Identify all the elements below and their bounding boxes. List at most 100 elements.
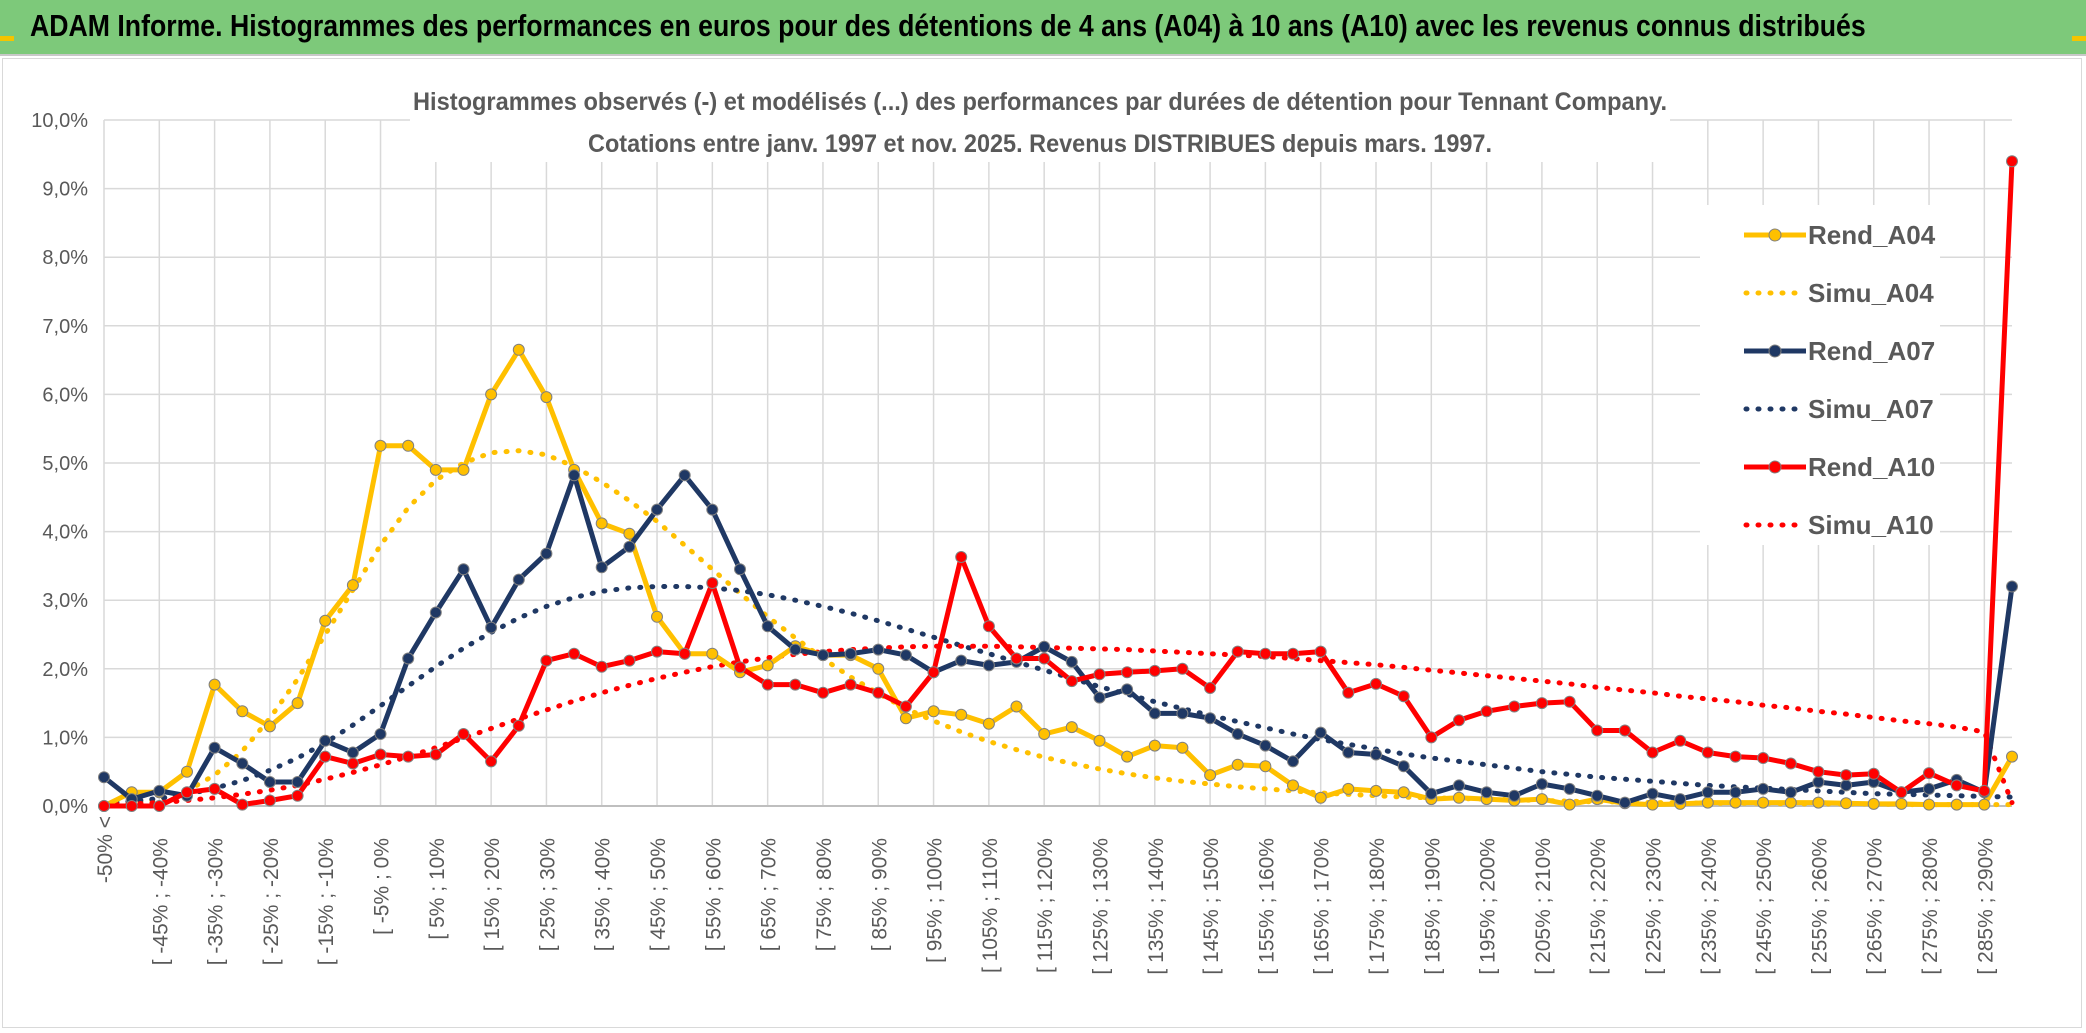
data-point-rend-a07 bbox=[595, 561, 608, 574]
data-point-rend-a10 bbox=[485, 755, 498, 768]
data-point-rend-a10 bbox=[1757, 752, 1770, 764]
data-point-rend-a10 bbox=[1729, 750, 1742, 763]
data-point-rend-a07 bbox=[1204, 712, 1217, 725]
data-point-rend-a04 bbox=[1259, 760, 1272, 773]
data-point-rend-a10 bbox=[678, 647, 691, 660]
data-point-rend-a07 bbox=[568, 469, 581, 482]
legend-item-simu-a04: Simu_A04 bbox=[1743, 278, 1934, 308]
data-point-rend-a10 bbox=[402, 750, 415, 763]
data-point-rend-a07 bbox=[236, 757, 249, 770]
x-tick-label: [ 35% ; 40% bbox=[592, 838, 615, 951]
x-tick-label: [ 55% ; 60% bbox=[702, 838, 725, 951]
data-point-rend-a10 bbox=[1342, 686, 1355, 699]
data-point-rend-a07 bbox=[1314, 726, 1327, 739]
data-point-rend-a04 bbox=[1342, 782, 1355, 795]
data-point-rend-a07 bbox=[761, 620, 774, 633]
data-point-rend-a07 bbox=[982, 659, 995, 672]
data-point-rend-a04 bbox=[1784, 796, 1797, 809]
data-point-rend-a07 bbox=[512, 573, 525, 586]
data-point-rend-a04 bbox=[1729, 796, 1742, 809]
legend-item-rend-a07: Rend_A07 bbox=[1744, 336, 1935, 366]
data-point-rend-a04 bbox=[457, 463, 470, 476]
x-tick-label: [ 165% ; 170% bbox=[1311, 838, 1334, 975]
data-point-rend-a04 bbox=[1895, 797, 1908, 810]
data-point-rend-a07 bbox=[208, 741, 221, 754]
data-point-rend-a04 bbox=[872, 662, 885, 675]
data-point-rend-a07 bbox=[623, 540, 636, 553]
data-point-rend-a07 bbox=[1840, 779, 1853, 792]
x-tick-label: [ 115% ; 120% bbox=[1034, 838, 1057, 973]
x-tick-label: [ 15% ; 20% bbox=[481, 838, 504, 951]
data-point-rend-a07 bbox=[1923, 782, 1935, 795]
data-point-rend-a04 bbox=[1314, 791, 1327, 804]
x-tick-label: [ 145% ; 150% bbox=[1200, 838, 1223, 975]
data-point-rend-a10 bbox=[540, 654, 553, 667]
data-point-rend-a10 bbox=[457, 728, 470, 740]
data-point-rend-a04 bbox=[512, 343, 525, 356]
data-point-rend-a07 bbox=[1701, 786, 1714, 799]
x-tick-label: [ 235% ; 240% bbox=[1698, 838, 1721, 975]
data-point-rend-a10 bbox=[872, 686, 885, 699]
data-point-rend-a07 bbox=[540, 547, 553, 560]
data-point-rend-a10 bbox=[181, 786, 193, 799]
data-point-rend-a10 bbox=[1646, 746, 1659, 759]
x-tick-label: [ 195% ; 200% bbox=[1477, 838, 1500, 975]
data-point-rend-a07 bbox=[1425, 787, 1438, 800]
legend-item-simu-a07: Simu_A07 bbox=[1743, 394, 1934, 424]
data-point-rend-a04 bbox=[1287, 779, 1299, 792]
x-tick-label: [ 95% ; 100% bbox=[924, 838, 947, 963]
series-lines bbox=[98, 155, 2018, 812]
data-point-rend-a04 bbox=[1176, 741, 1189, 754]
corner-mark-top-right bbox=[2072, 36, 2086, 41]
x-tick-label: [ 245% ; 250% bbox=[1753, 838, 1776, 975]
data-point-rend-a07 bbox=[457, 563, 470, 576]
data-point-rend-a07 bbox=[872, 643, 885, 656]
x-tick-label: [ 135% ; 140% bbox=[1145, 838, 1168, 975]
data-point-rend-a07 bbox=[734, 563, 746, 576]
data-point-rend-a04 bbox=[1978, 798, 1991, 811]
chart-subtitle: Cotations entre janv. 1997 et nov. 2025.… bbox=[588, 130, 1492, 158]
data-point-rend-a07 bbox=[263, 776, 276, 788]
data-point-rend-a07 bbox=[1480, 786, 1493, 799]
data-point-rend-a04 bbox=[429, 463, 442, 476]
data-point-rend-a07 bbox=[789, 643, 802, 656]
legend-item-rend-a10: Rend_A10 bbox=[1744, 452, 1935, 482]
x-tick-label: [ -5% ; 0% bbox=[371, 838, 394, 935]
data-point-rend-a10 bbox=[1314, 645, 1327, 658]
data-point-rend-a10 bbox=[1950, 779, 1963, 792]
x-tick-label: [ 285% ; 290% bbox=[1974, 838, 1997, 975]
data-point-rend-a10 bbox=[1923, 767, 1935, 780]
x-tick-label: [ 45% ; 50% bbox=[647, 838, 670, 951]
y-tick-label: 10,0% bbox=[31, 110, 88, 132]
data-point-rend-a04 bbox=[1010, 700, 1023, 713]
legend-label: Simu_A04 bbox=[1808, 278, 1934, 308]
data-point-rend-a04 bbox=[1204, 769, 1217, 782]
title-background bbox=[410, 82, 1670, 162]
data-point-rend-a07 bbox=[844, 647, 857, 660]
x-tick-label: -50% < bbox=[94, 816, 117, 883]
y-tick-label: 8,0% bbox=[42, 247, 88, 269]
data-point-rend-a04 bbox=[1370, 784, 1382, 797]
data-point-rend-a07 bbox=[402, 652, 415, 665]
data-point-rend-a04 bbox=[236, 705, 249, 718]
data-point-rend-a10 bbox=[1425, 731, 1438, 744]
series-rend-a10 bbox=[98, 155, 2018, 812]
data-point-rend-a07 bbox=[1259, 739, 1272, 752]
data-point-rend-a07 bbox=[1121, 683, 1134, 696]
x-tick-label: [ 215% ; 220% bbox=[1587, 838, 1610, 975]
data-point-rend-a07 bbox=[1065, 655, 1078, 668]
data-point-rend-a07 bbox=[1342, 746, 1355, 759]
x-tick-label: [ 225% ; 230% bbox=[1643, 838, 1666, 975]
data-point-rend-a04 bbox=[540, 391, 553, 404]
data-point-rend-a10 bbox=[761, 678, 774, 691]
data-point-rend-a10 bbox=[568, 647, 581, 660]
data-point-rend-a10 bbox=[1978, 784, 1991, 797]
y-tick-label: 0,0% bbox=[42, 796, 88, 818]
x-tick-label: [ 85% ; 90% bbox=[868, 838, 891, 951]
data-point-rend-a04 bbox=[706, 647, 719, 660]
data-point-rend-a07 bbox=[374, 728, 387, 740]
legend-background bbox=[1700, 205, 1940, 545]
data-point-rend-a04 bbox=[1121, 750, 1134, 763]
data-point-rend-a04 bbox=[291, 697, 304, 710]
